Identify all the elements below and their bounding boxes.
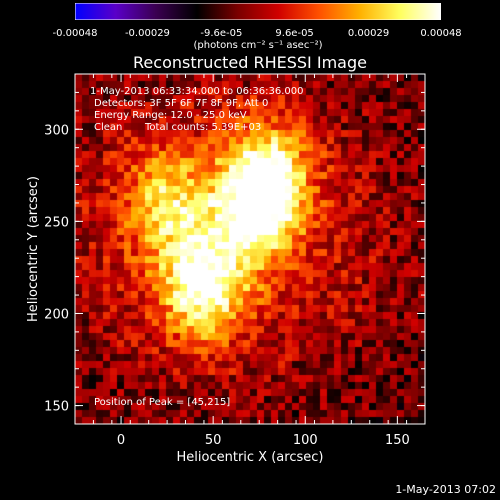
colorbar-units: (photons cm⁻² s⁻¹ asec⁻²) [193,40,323,51]
y-tick-label: 200 [44,307,69,322]
y-tick-label: 300 [44,123,69,138]
x-tick-label: 100 [293,433,318,448]
annotation-energy: Energy Range: 12.0 - 25.0 keV [94,110,247,121]
heatmap-image [75,74,425,424]
colorbar-tick-label: 0.00048 [420,28,462,39]
colorbar-tick-label: 9.6e-05 [275,28,314,39]
x-axis-label: Heliocentric X (arcsec) [177,450,324,465]
plot-frame [74,73,426,425]
annotation-counts: Total counts: 5.39E+03 [145,122,262,133]
plot-title: Reconstructed RHESSI Image [133,53,367,72]
annotation-peak-position: Position of Peak = [45,215] [94,397,231,408]
plot-timestamp: 1-May-2013 07:02 [395,483,496,496]
colorbar [75,3,441,20]
annotation-time-range: 1-May-2013 06:33:34.000 to 06:36:36.000 [90,86,304,97]
y-axis-label: Heliocentric Y (arcsec) [26,176,41,322]
annotation-detectors: Detectors: 3F 5F 6F 7F 8F 9F, Att 0 [94,98,269,109]
colorbar-tick-label: -0.00048 [52,28,98,39]
y-tick-label: 150 [44,400,69,415]
heatmap-plot-area [75,74,425,424]
x-tick-label: 0 [117,433,125,448]
x-tick-label: 50 [205,433,222,448]
y-tick-label: 250 [44,215,69,230]
colorbar-tick-label: 0.00029 [347,28,390,39]
colorbar-tick-label: -0.00029 [124,28,170,39]
x-tick-label: 150 [385,433,410,448]
annotation-method: Clean [94,122,123,133]
colorbar-tick-label: -9.6e-05 [200,28,243,39]
